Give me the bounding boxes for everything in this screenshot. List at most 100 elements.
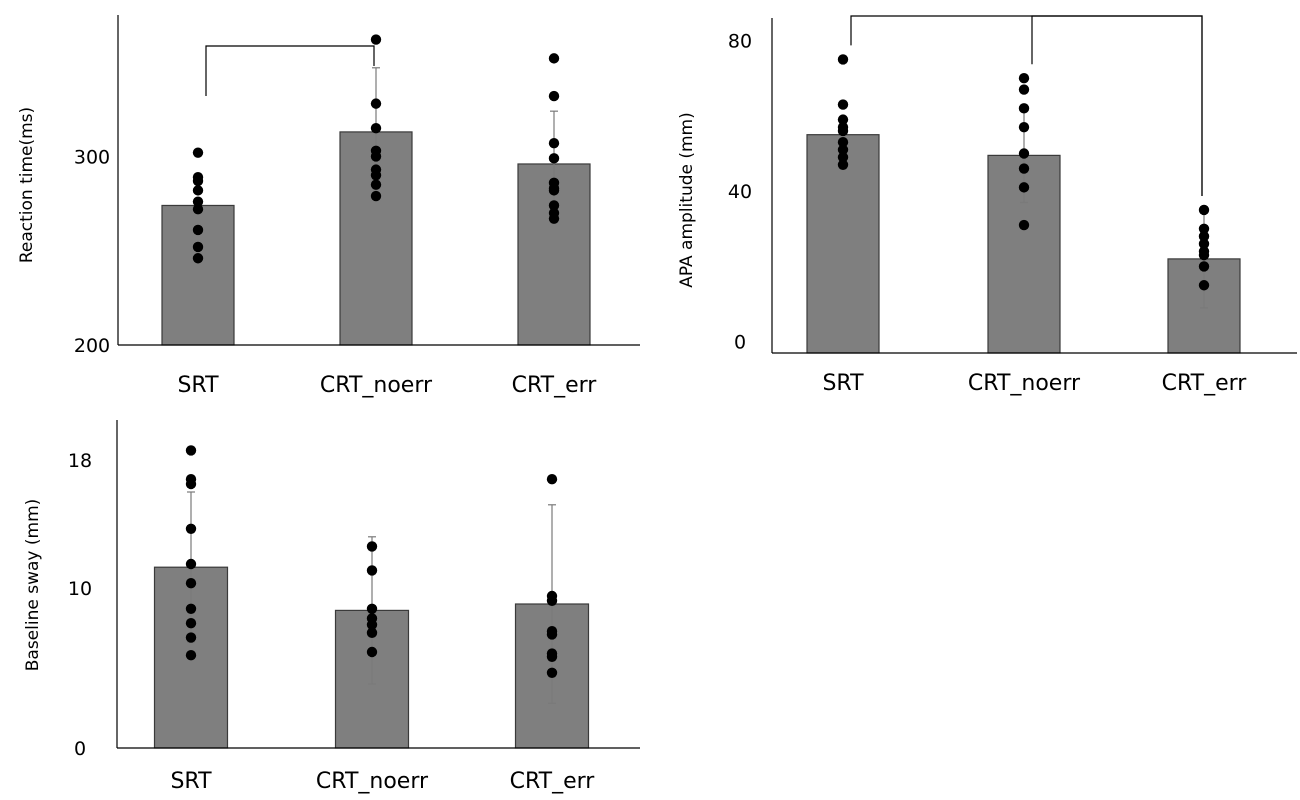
data-point — [370, 151, 382, 162]
significance-brackets — [205, 45, 375, 96]
data-point — [837, 144, 849, 155]
bracket-line — [205, 45, 375, 96]
data-point — [366, 565, 378, 576]
data-point — [837, 152, 849, 163]
data-point — [1198, 238, 1210, 250]
data-point — [185, 478, 197, 490]
y-tick-label: 0 — [74, 738, 86, 760]
x-tick-label: CRT_err — [510, 769, 596, 794]
bracket-line — [1031, 15, 1203, 196]
data-point — [1198, 204, 1210, 216]
data-point — [192, 253, 204, 264]
data-point — [366, 619, 378, 630]
data-point — [1018, 103, 1030, 114]
data-point — [548, 153, 560, 164]
y-axis-label: Reaction time(ms) — [17, 107, 37, 263]
data-point — [370, 122, 382, 134]
y-tick-label: 300 — [74, 146, 110, 168]
data-point — [548, 90, 560, 102]
data-point — [548, 213, 560, 224]
data-point — [837, 99, 849, 110]
y-tick-label: 40 — [728, 181, 752, 203]
x-tick-label: SRT — [170, 769, 212, 794]
y-axis-label: Baseline sway (mm) — [23, 499, 43, 672]
y-axis-label: APA amplitude (mm) — [677, 112, 697, 288]
data-point — [548, 185, 560, 196]
data-point — [370, 98, 382, 109]
data-point — [185, 650, 197, 661]
y-ticks: 200 300 — [74, 146, 110, 357]
data-point — [366, 603, 378, 614]
data-point — [366, 541, 378, 552]
data-point — [1198, 280, 1210, 291]
significance-bracket — [205, 45, 375, 96]
data-point — [837, 114, 849, 125]
data-point — [546, 667, 558, 678]
data-point — [192, 241, 204, 253]
data-point — [548, 53, 560, 64]
y-tick-label: 18 — [68, 450, 92, 472]
data-point — [370, 190, 382, 202]
y-tick-label: 200 — [74, 335, 110, 357]
data-point — [192, 185, 204, 196]
data-point — [546, 629, 558, 640]
x-tick-labels: SRT CRT_noerr CRT_err — [170, 769, 595, 794]
x-tick-label: CRT_noerr — [320, 373, 433, 398]
data-point — [1018, 148, 1030, 159]
baseline-sway-chart: Baseline sway (mm) 0 10 18 SRT CRT_noerr CRT… — [23, 420, 640, 794]
data-points — [185, 445, 558, 678]
data-point — [1018, 219, 1030, 231]
data-point — [1198, 249, 1210, 261]
data-point — [546, 474, 558, 485]
data-point — [548, 138, 560, 149]
data-point — [192, 175, 204, 187]
data-point — [1198, 231, 1210, 242]
data-point — [1018, 163, 1030, 174]
apa-amplitude-chart: APA amplitude (mm) 0 40 80 SRT CRT_noerr CRT… — [677, 15, 1297, 396]
data-point — [370, 34, 382, 45]
data-points — [837, 54, 1210, 291]
data-point — [185, 603, 197, 614]
x-tick-label: SRT — [822, 371, 864, 396]
error-bars — [187, 491, 556, 704]
data-point — [366, 627, 378, 638]
x-tick-label: CRT_noerr — [968, 371, 1081, 396]
y-tick-label: 10 — [68, 578, 92, 600]
data-point — [546, 595, 558, 606]
data-point — [1018, 121, 1030, 133]
data-points — [192, 34, 560, 264]
data-point — [185, 632, 197, 643]
y-tick-label: 0 — [734, 332, 746, 354]
data-point — [185, 578, 197, 589]
data-point — [837, 125, 849, 137]
reaction-time-chart: Reaction time(ms) 200 300 SRT CRT_noerr CRT… — [17, 15, 640, 398]
y-ticks: 0 40 80 — [728, 31, 752, 354]
data-point — [837, 159, 849, 170]
data-point — [185, 618, 197, 629]
x-tick-label: CRT_err — [512, 373, 598, 398]
data-point — [1018, 73, 1030, 84]
data-point — [837, 54, 849, 65]
x-tick-label: SRT — [177, 373, 219, 398]
x-tick-label: CRT_noerr — [316, 769, 429, 794]
data-point — [1198, 223, 1210, 234]
data-point — [1198, 261, 1210, 272]
y-tick-label: 80 — [728, 31, 752, 53]
x-tick-labels: SRT CRT_noerr CRT_err — [177, 373, 597, 398]
data-point — [192, 224, 204, 236]
data-point — [192, 204, 204, 215]
y-ticks: 0 10 18 — [68, 450, 92, 760]
data-point — [546, 651, 558, 662]
data-point — [370, 170, 382, 181]
data-point — [192, 196, 204, 207]
significance-brackets — [850, 15, 1203, 196]
bar-srt — [806, 134, 880, 354]
data-point — [548, 200, 560, 211]
data-point — [1018, 182, 1030, 193]
x-tick-labels: SRT CRT_noerr CRT_err — [822, 371, 1247, 396]
x-tick-label: CRT_err — [1162, 371, 1248, 396]
data-point — [1018, 84, 1030, 95]
data-point — [192, 147, 204, 158]
data-point — [185, 558, 197, 570]
data-point — [185, 445, 197, 456]
